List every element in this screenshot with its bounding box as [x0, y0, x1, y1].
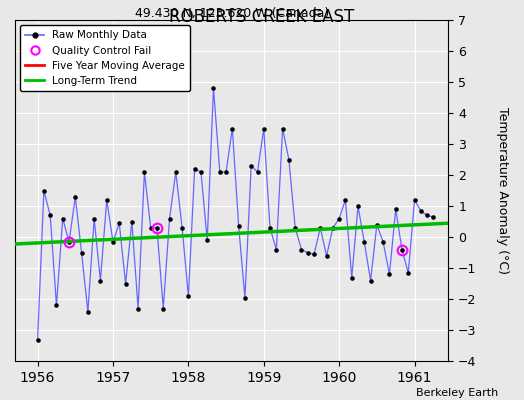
Text: Berkeley Earth: Berkeley Earth — [416, 388, 498, 398]
Y-axis label: Temperature Anomaly (°C): Temperature Anomaly (°C) — [496, 107, 509, 274]
Text: ROBERTS CREEK EAST: ROBERTS CREEK EAST — [169, 8, 355, 26]
Legend: Raw Monthly Data, Quality Control Fail, Five Year Moving Average, Long-Term Tren: Raw Monthly Data, Quality Control Fail, … — [20, 25, 190, 91]
Title: 49.430 N, 123.620 W (Canada): 49.430 N, 123.620 W (Canada) — [135, 7, 329, 20]
